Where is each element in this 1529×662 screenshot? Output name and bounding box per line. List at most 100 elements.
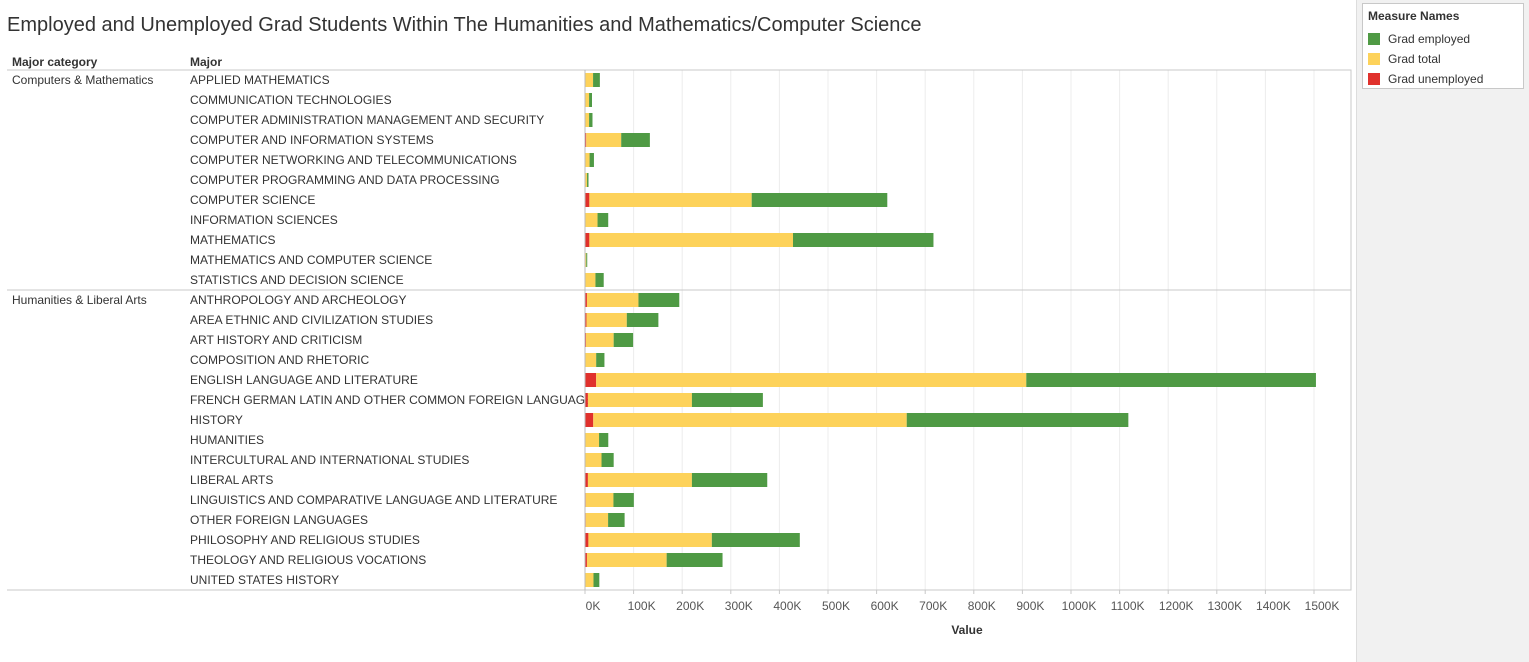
bar-grad-total[interactable] (585, 153, 590, 167)
bar-grad-employed[interactable] (601, 453, 614, 467)
bar-grad-total[interactable] (585, 173, 588, 187)
bar-grad-total[interactable] (587, 393, 692, 407)
bar-grad-unemployed[interactable] (585, 233, 590, 247)
bar-grad-employed[interactable] (638, 293, 680, 307)
x-tick-label: 500K (822, 599, 850, 613)
x-tick-label: 400K (773, 599, 801, 613)
bar-grad-employed[interactable] (608, 513, 625, 527)
major-label: MATHEMATICS (190, 233, 276, 247)
major-label: INFORMATION SCIENCES (190, 213, 338, 227)
x-tick-label: 1200K (1159, 599, 1194, 613)
bar-grad-employed[interactable] (586, 253, 588, 267)
major-label: COMPOSITION AND RHETORIC (190, 353, 369, 367)
legend-item-grad-total[interactable]: Grad total (1368, 52, 1441, 66)
bar-grad-total[interactable] (585, 493, 614, 507)
bar-grad-employed[interactable] (587, 173, 589, 187)
major-label: UNITED STATES HISTORY (190, 573, 339, 587)
bar-grad-unemployed[interactable] (585, 533, 589, 547)
bar-grad-total[interactable] (585, 333, 614, 347)
row-header-major-category: Major category (12, 55, 98, 69)
bar-grad-total[interactable] (585, 253, 587, 267)
chart-area: Major category Major Computers & Mathemati… (7, 55, 1352, 637)
bar-grad-employed[interactable] (691, 473, 768, 487)
bar-grad-employed[interactable] (1026, 373, 1316, 387)
bar-grad-unemployed[interactable] (585, 413, 594, 427)
bar-grad-total[interactable] (585, 113, 590, 127)
bar-grad-total[interactable] (585, 353, 597, 367)
major-label: COMPUTER PROGRAMMING AND DATA PROCESSING (190, 173, 500, 187)
x-tick-label: 200K (676, 599, 704, 613)
bar-grad-unemployed[interactable] (585, 393, 588, 407)
x-tick-label: 0K (586, 599, 601, 613)
bar-grad-total[interactable] (585, 73, 594, 87)
legend-item-grad-unemployed[interactable]: Grad unemployed (1368, 72, 1483, 86)
major-label: OTHER FOREIGN LANGUAGES (190, 513, 368, 527)
bar-grad-total[interactable] (585, 93, 590, 107)
bar-grad-unemployed[interactable] (585, 373, 597, 387)
bar-grad-employed[interactable] (691, 393, 763, 407)
bar-grad-unemployed[interactable] (585, 473, 588, 487)
bar-grad-employed[interactable] (666, 553, 723, 567)
bar-grad-total[interactable] (589, 233, 794, 247)
bar-grad-total[interactable] (596, 373, 1027, 387)
bar-grad-total[interactable] (585, 453, 602, 467)
bar-grad-total[interactable] (586, 293, 639, 307)
bar-grad-employed[interactable] (599, 433, 609, 447)
bar-grad-total[interactable] (588, 533, 712, 547)
bar-grad-employed[interactable] (613, 333, 634, 347)
x-tick-label: 1500K (1305, 599, 1340, 613)
major-label: HISTORY (190, 413, 243, 427)
bar-grad-total[interactable] (585, 433, 600, 447)
major-label: ANTHROPOLOGY AND ARCHEOLOGY (190, 293, 407, 307)
legend[interactable]: Measure Names Grad employed Grad total G… (1362, 3, 1524, 89)
bar-grad-employed[interactable] (593, 573, 600, 587)
legend-swatch (1368, 53, 1380, 65)
major-label: INTERCULTURAL AND INTERNATIONAL STUDIES (190, 453, 469, 467)
x-tick-label: 600K (871, 599, 899, 613)
x-tick-label: 700K (919, 599, 947, 613)
bar-grad-employed[interactable] (589, 113, 593, 127)
chart-title: Employed and Unemployed Grad Students Wi… (7, 14, 922, 36)
bar-grad-unemployed[interactable] (585, 293, 587, 307)
bar-grad-unemployed[interactable] (585, 133, 587, 147)
bar-grad-employed[interactable] (597, 213, 609, 227)
bar-grad-employed[interactable] (593, 73, 600, 87)
bar-grad-total[interactable] (593, 413, 907, 427)
bar-grad-employed[interactable] (751, 193, 888, 207)
bar-grad-total[interactable] (585, 513, 609, 527)
bar-grad-unemployed[interactable] (585, 553, 587, 567)
bar-grad-employed[interactable] (589, 153, 594, 167)
major-label: MATHEMATICS AND COMPUTER SCIENCE (190, 253, 432, 267)
major-label: PHILOSOPHY AND RELIGIOUS STUDIES (190, 533, 420, 547)
bar-grad-employed[interactable] (621, 133, 650, 147)
legend-item-grad-employed[interactable]: Grad employed (1368, 32, 1470, 46)
bar-grad-total[interactable] (586, 553, 667, 567)
bar-grad-employed[interactable] (906, 413, 1129, 427)
legend-label: Grad total (1388, 52, 1441, 66)
bar-grad-employed[interactable] (589, 93, 592, 107)
bar-grad-employed[interactable] (613, 493, 634, 507)
row-header-major: Major (190, 55, 222, 69)
major-label: STATISTICS AND DECISION SCIENCE (190, 273, 404, 287)
bar-grad-total[interactable] (586, 133, 622, 147)
bar-grad-total[interactable] (587, 473, 692, 487)
major-label: HUMANITIES (190, 433, 264, 447)
bar-grad-unemployed[interactable] (585, 193, 590, 207)
major-label: COMMUNICATION TECHNOLOGIES (190, 93, 392, 107)
bar-grad-employed[interactable] (596, 353, 605, 367)
bar-grad-employed[interactable] (626, 313, 659, 327)
bar-grad-total[interactable] (586, 313, 627, 327)
major-label: AREA ETHNIC AND CIVILIZATION STUDIES (190, 313, 433, 327)
bar-grad-total[interactable] (589, 193, 752, 207)
x-tick-label: 1000K (1062, 599, 1097, 613)
bar-grad-total[interactable] (585, 213, 598, 227)
bar-grad-employed[interactable] (793, 233, 934, 247)
bar-grad-employed[interactable] (711, 533, 800, 547)
bar-grad-total[interactable] (585, 273, 596, 287)
major-label: FRENCH GERMAN LATIN AND OTHER COMMON FOR… (190, 393, 603, 407)
x-tick-label: 1400K (1256, 599, 1291, 613)
bar-grad-total[interactable] (585, 573, 594, 587)
bar-grad-employed[interactable] (595, 273, 604, 287)
major-label: ART HISTORY AND CRITICISM (190, 333, 362, 347)
bar-grad-unemployed[interactable] (585, 313, 587, 327)
